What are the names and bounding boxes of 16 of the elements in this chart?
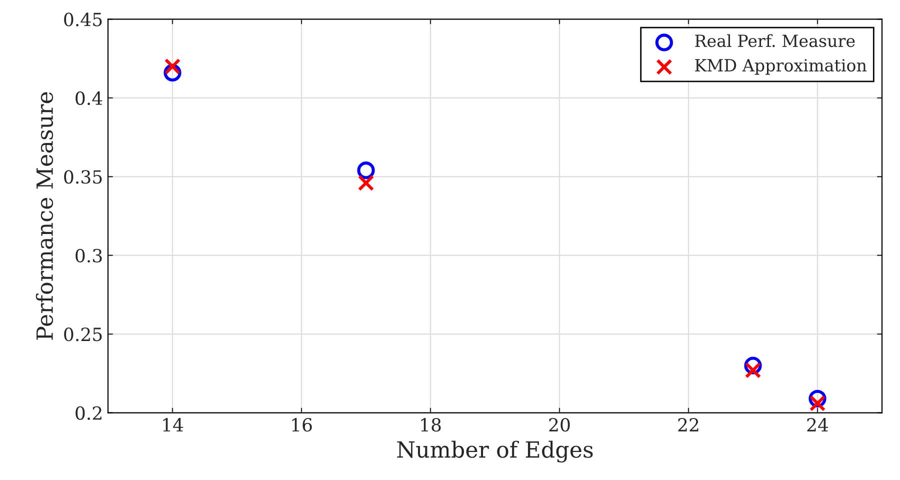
y-tick-label: 0.35	[64, 170, 102, 184]
x-tick-label: 16	[292, 418, 312, 432]
y-tick-label: 0.2	[76, 406, 102, 420]
x-tick-label: 20	[549, 418, 570, 432]
y-tick-label: 0.45	[64, 12, 102, 26]
x-tick-label: 22	[678, 418, 698, 432]
y-tick-label: 0.4	[76, 91, 102, 106]
legend-label: KMD Approximation	[695, 59, 867, 75]
y-tick-label: 0.3	[76, 248, 102, 262]
x-tick-label: 14	[163, 418, 184, 432]
legend-label: Real Perf. Measure	[695, 34, 855, 48]
x-axis-title: Number of Edges	[397, 440, 593, 463]
y-axis-title: Performance Measure	[36, 92, 54, 340]
x-tick-label: 18	[421, 418, 441, 432]
x-tick-label: 24	[807, 418, 828, 432]
y-tick-label: 0.25	[64, 328, 102, 342]
